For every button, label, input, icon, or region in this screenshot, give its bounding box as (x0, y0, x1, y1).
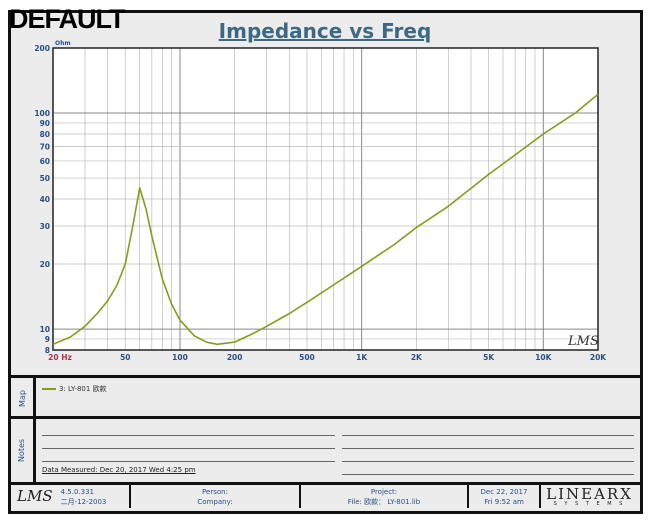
x-tick-label: 100 (172, 353, 188, 362)
note-line (42, 461, 335, 462)
watermark-default: DEFAULT (9, 4, 125, 34)
note-line (342, 474, 634, 475)
y-tick-label: 30 (40, 222, 50, 231)
notes-label: Notes (17, 438, 27, 463)
note-line (42, 448, 335, 449)
x-tick-label: 50 (120, 353, 130, 362)
y-tick-label: 40 (40, 195, 50, 204)
linearx-systems: S Y S T E M S (553, 501, 626, 507)
legend-label: 3: LY-801 欧款 (59, 385, 107, 393)
version: 4.5.0.331 (60, 488, 95, 496)
footer-person-cell: Person: Company: (131, 484, 301, 508)
y-tick-label: 9 (45, 335, 50, 344)
project: Project: (370, 488, 398, 496)
x-tick-label: 500 (299, 353, 315, 362)
notes-tab[interactable]: Notes (11, 419, 36, 482)
x-tick-label: 200 (227, 353, 243, 362)
map-label: Map (17, 389, 27, 407)
y-tick-label: 60 (40, 157, 50, 166)
notes-panel (11, 416, 640, 485)
note-line (342, 435, 634, 436)
x-tick-label: 20K (590, 353, 607, 362)
series-line (52, 93, 599, 346)
y-tick-label: 20 (40, 260, 50, 269)
impedance-chart: 20 Hz 50 100 200 500 1K 2K 5K 10K 20K 8 910 20 30 40 50… (34, 40, 607, 362)
y-tick-label: 10 (40, 325, 50, 334)
data-measured: Data Measured: Dec 20, 2017 Wed 4:25 pm (42, 466, 196, 474)
map-tab[interactable]: Map (11, 378, 36, 418)
y-tick-label: 70 (40, 142, 50, 151)
note-line (42, 435, 335, 436)
company: Company: (197, 498, 233, 506)
time: Fri 9:52 am (484, 498, 524, 506)
footer-project-cell: Project: File: 欧款： LY-801.lib (301, 484, 469, 508)
build-date: 二月-12-2003 (60, 498, 107, 506)
lms-watermark: LMS (567, 334, 599, 349)
y-axis-label: Ohm (55, 40, 71, 47)
x-tick-label: 2K (411, 353, 423, 362)
map-panel (11, 375, 640, 418)
lms-logo: LMS (17, 487, 53, 505)
x-tick-label: 20 Hz (48, 353, 72, 362)
date: Dec 22, 2017 (480, 488, 528, 496)
x-tick-label: 1K (356, 353, 368, 362)
file: File: 欧款： LY-801.lib (347, 498, 421, 506)
y-tick-label: 80 (40, 130, 50, 139)
y-tick-label: 200 (34, 44, 50, 53)
legend-swatch (42, 388, 56, 390)
y-tick-label: 50 (40, 174, 50, 183)
legend-entry: 3: LY-801 欧款 (42, 384, 107, 394)
chart-title: Impedance vs Freq (218, 19, 432, 43)
footer-date-cell: Dec 22, 2017 Fri 9:52 am (469, 484, 541, 508)
y-tick-label: 8 (45, 346, 50, 355)
footer-version-cell: LMS 4.5.0.331 二月-12-2003 (11, 484, 131, 508)
person: Person: (202, 488, 228, 496)
plot-border (52, 47, 599, 351)
note-line (342, 448, 634, 449)
x-tick-label: 5K (483, 353, 495, 362)
footer-brand-cell: LINEARX S Y S T E M S (541, 484, 638, 508)
y-tick-label: 90 (40, 119, 50, 128)
x-tick-label: 10K (535, 353, 552, 362)
footer (11, 482, 640, 511)
linearx-logo: LINEARX (546, 485, 633, 503)
note-line (342, 461, 634, 462)
y-tick-label: 100 (34, 109, 50, 118)
